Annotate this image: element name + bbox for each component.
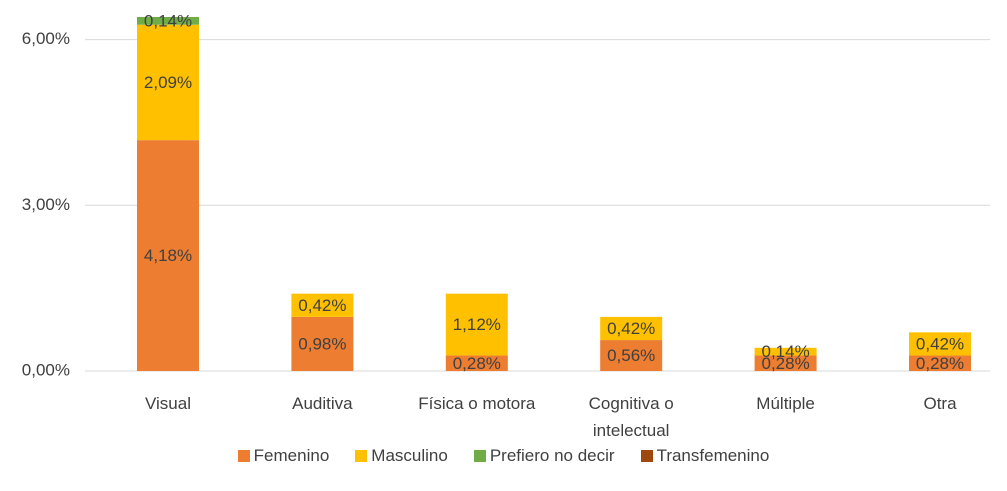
bar-segment <box>137 16 199 25</box>
bar-segment <box>137 140 199 371</box>
data-label: 0,42% <box>298 296 346 315</box>
legend-swatch <box>640 450 653 462</box>
bar-segment <box>137 24 199 141</box>
data-label: 0,56% <box>607 346 655 365</box>
x-tick-label: Otra <box>923 394 957 413</box>
legend-swatch <box>237 450 250 462</box>
data-label: 0,14% <box>144 11 192 30</box>
data-label: 0,28% <box>761 354 809 373</box>
data-label: 0,14% <box>761 342 809 361</box>
bar-segment <box>291 316 354 371</box>
data-label: 0,42% <box>607 319 655 338</box>
legend-item: Prefiero no decir <box>473 446 615 466</box>
legend-label: Prefiero no decir <box>489 446 615 465</box>
bar-segment <box>909 332 971 356</box>
data-label: 0,28% <box>916 354 964 373</box>
bar-segment <box>445 293 508 356</box>
bar-segment <box>600 340 663 371</box>
bar-segment <box>445 355 508 371</box>
data-label: 0,28% <box>453 354 501 373</box>
bar-segment <box>600 316 663 341</box>
legend-label: Femenino <box>253 446 330 465</box>
legend-swatch <box>473 450 486 462</box>
x-tick-label: Cognitiva o intelectual <box>588 394 674 440</box>
y-tick-label: 3,00% <box>22 195 70 214</box>
data-label: 4,18% <box>144 246 192 265</box>
legend-item: Femenino <box>237 446 330 466</box>
y-tick-label: 6,00% <box>22 29 70 48</box>
bar-segment <box>754 347 817 356</box>
legend-label: Transfemenino <box>656 446 770 465</box>
legend-item: Masculino <box>355 446 448 466</box>
legend: Femenino Masculino Prefiero no decir Transf… <box>0 446 1007 466</box>
data-label: 1,12% <box>453 315 501 334</box>
legend-item: Transfemenino <box>640 446 770 466</box>
legend-label: Masculino <box>371 446 448 465</box>
data-label: 2,09% <box>144 73 192 92</box>
bar-segment <box>291 293 354 317</box>
data-label: 0,98% <box>298 334 346 353</box>
x-tick-label: Física o motora <box>418 394 536 413</box>
data-label: 0,42% <box>916 334 964 353</box>
x-tick-label: Auditiva <box>292 394 353 413</box>
bar-segment <box>909 355 971 371</box>
legend-swatch <box>355 450 368 462</box>
x-tick-label: Visual <box>145 394 191 413</box>
x-tick-label: Múltiple <box>756 394 815 413</box>
bar-segment <box>754 355 817 371</box>
y-tick-label: 0,00% <box>22 360 70 379</box>
